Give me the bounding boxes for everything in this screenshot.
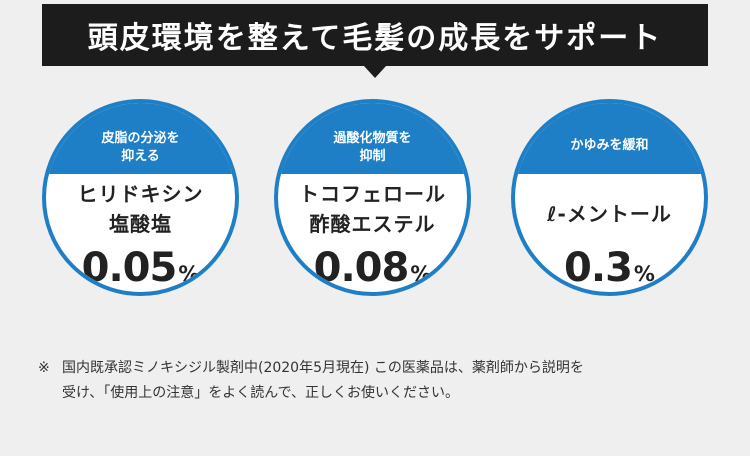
ingredient-caption: かゆみを緩和 xyxy=(515,103,704,174)
caption-line: 過酸化物質を xyxy=(333,131,412,146)
ingredient-circle-1: 皮脂の分泌を 抑える ヒリドキシン 塩酸塩 0.05% xyxy=(42,99,239,296)
percentage-value: 0.3 xyxy=(564,245,633,291)
ingredient-name: ℓ-メントール xyxy=(547,202,672,226)
ingredient-caption: 皮脂の分泌を 抑える xyxy=(46,103,235,174)
ingredient-percentage: 0.05% xyxy=(46,245,235,291)
footnote-row: 受け、「使用上の注意」をよく読んで、正しくお使いください。 xyxy=(38,381,728,406)
percentage-value: 0.05 xyxy=(81,245,178,291)
ingredient-circle-3: かゆみを緩和 ℓ-メントール 0.3% xyxy=(511,99,708,296)
ingredient-circle-2: 過酸化物質を 抑制 トコフェロール 酢酸エステル 0.08% xyxy=(274,99,471,296)
footnote-row: ※ 国内既承認ミノキシジル製剤中(2020年5月現在) この医薬品は、薬剤師から… xyxy=(38,356,728,381)
headline-banner: 頭皮環境を整えて毛髪の成長をサポート xyxy=(42,4,708,66)
caption-line: 皮脂の分泌を xyxy=(101,131,180,146)
footnote: ※ 国内既承認ミノキシジル製剤中(2020年5月現在) この医薬品は、薬剤師から… xyxy=(38,356,728,406)
ingredient-name: ヒリドキシン xyxy=(77,182,204,206)
footnote-line: 国内既承認ミノキシジル製剤中(2020年5月現在) この医薬品は、薬剤師から説明… xyxy=(62,360,584,376)
percentage-unit: % xyxy=(178,262,200,286)
caption-line: かゆみを緩和 xyxy=(570,137,649,153)
ingredient-caption: 過酸化物質を 抑制 xyxy=(278,103,467,174)
ingredient-percentage: 0.3% xyxy=(515,245,704,291)
caption-line: 抑える xyxy=(121,149,160,164)
percentage-unit: % xyxy=(410,262,432,286)
ingredient-body: トコフェロール 酢酸エステル 0.08% xyxy=(278,174,467,291)
percentage-value: 0.08 xyxy=(313,245,410,291)
ingredient-body: ヒリドキシン 塩酸塩 0.05% xyxy=(46,174,235,291)
footnote-mark: ※ xyxy=(38,360,50,376)
ingredient-name: 酢酸エステル xyxy=(309,212,436,236)
ingredient-percentage: 0.08% xyxy=(278,245,467,291)
percentage-unit: % xyxy=(633,262,655,286)
ingredient-body: ℓ-メントール 0.3% xyxy=(515,174,704,291)
ingredient-name: 塩酸塩 xyxy=(109,212,172,236)
headline-text: 頭皮環境を整えて毛髪の成長をサポート xyxy=(87,21,663,56)
ingredient-name: トコフェロール xyxy=(299,182,446,206)
footnote-line: 受け、「使用上の注意」をよく読んで、正しくお使いください。 xyxy=(62,385,460,401)
caption-line: 抑制 xyxy=(359,149,386,164)
footnote-indent xyxy=(38,381,62,406)
headline-pointer xyxy=(364,66,386,78)
